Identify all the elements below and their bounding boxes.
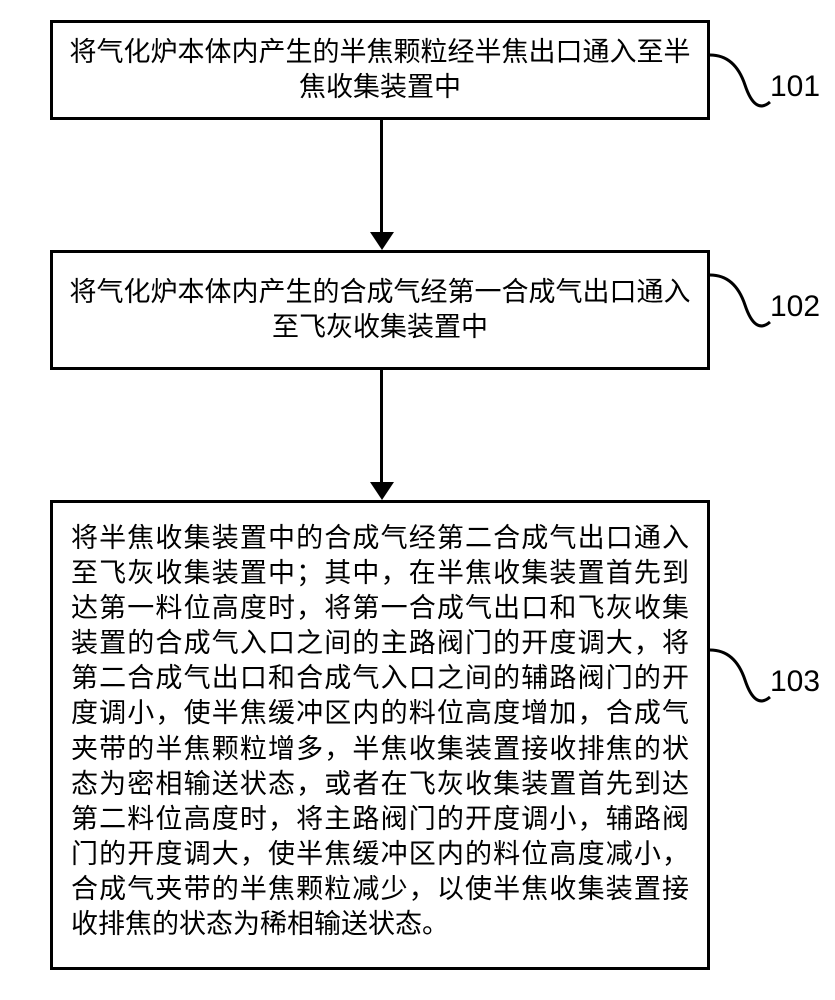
callout-curve-3 — [0, 0, 835, 1000]
callout-label-3: 103 — [770, 665, 820, 699]
